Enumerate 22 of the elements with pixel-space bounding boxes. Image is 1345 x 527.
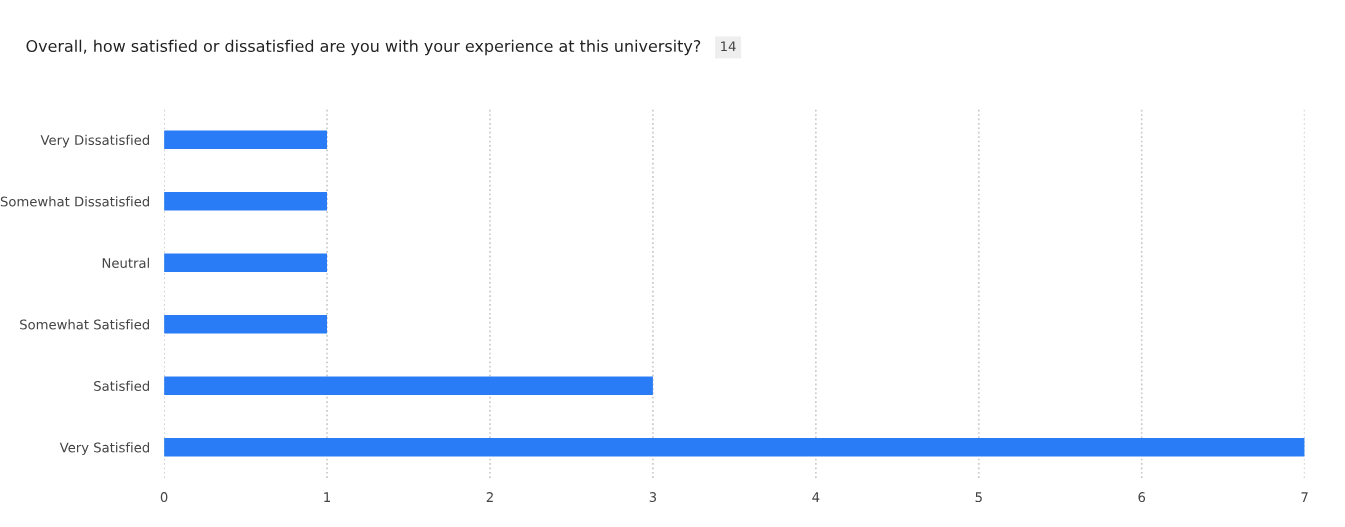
bar [164, 315, 328, 334]
bar [164, 376, 653, 395]
text: 14 [721, 41, 736, 52]
x-tick-label: 4 [812, 492, 820, 502]
y-tick-label: Satisfied [94, 380, 149, 391]
y-tick-label: Neutral [102, 257, 149, 268]
x-tick-label: 3 [649, 492, 657, 503]
chart-title: Overall, how satisfied or dissatisfied are you with your experience at this university? [26, 39, 701, 56]
x-tick-label: 6 [1138, 492, 1146, 503]
bar [164, 192, 328, 211]
x-tick-label: 1 [324, 492, 331, 502]
bar [164, 253, 328, 273]
x-tick-label: 7 [1301, 492, 1308, 502]
y-tick-label: Very Dissatisfied [40, 134, 149, 148]
y-tick-label: Somewhat Satisfied [20, 319, 149, 330]
y-tick-label: Very Satisfied [59, 442, 149, 455]
bar [164, 438, 1305, 457]
y-tick-label: Somewhat Dissatisfied [0, 196, 149, 207]
bar [164, 130, 328, 150]
x-tick-label: 0 [160, 492, 168, 503]
x-tick-label: 5 [975, 492, 982, 503]
x-tick-label: 2 [486, 492, 493, 502]
